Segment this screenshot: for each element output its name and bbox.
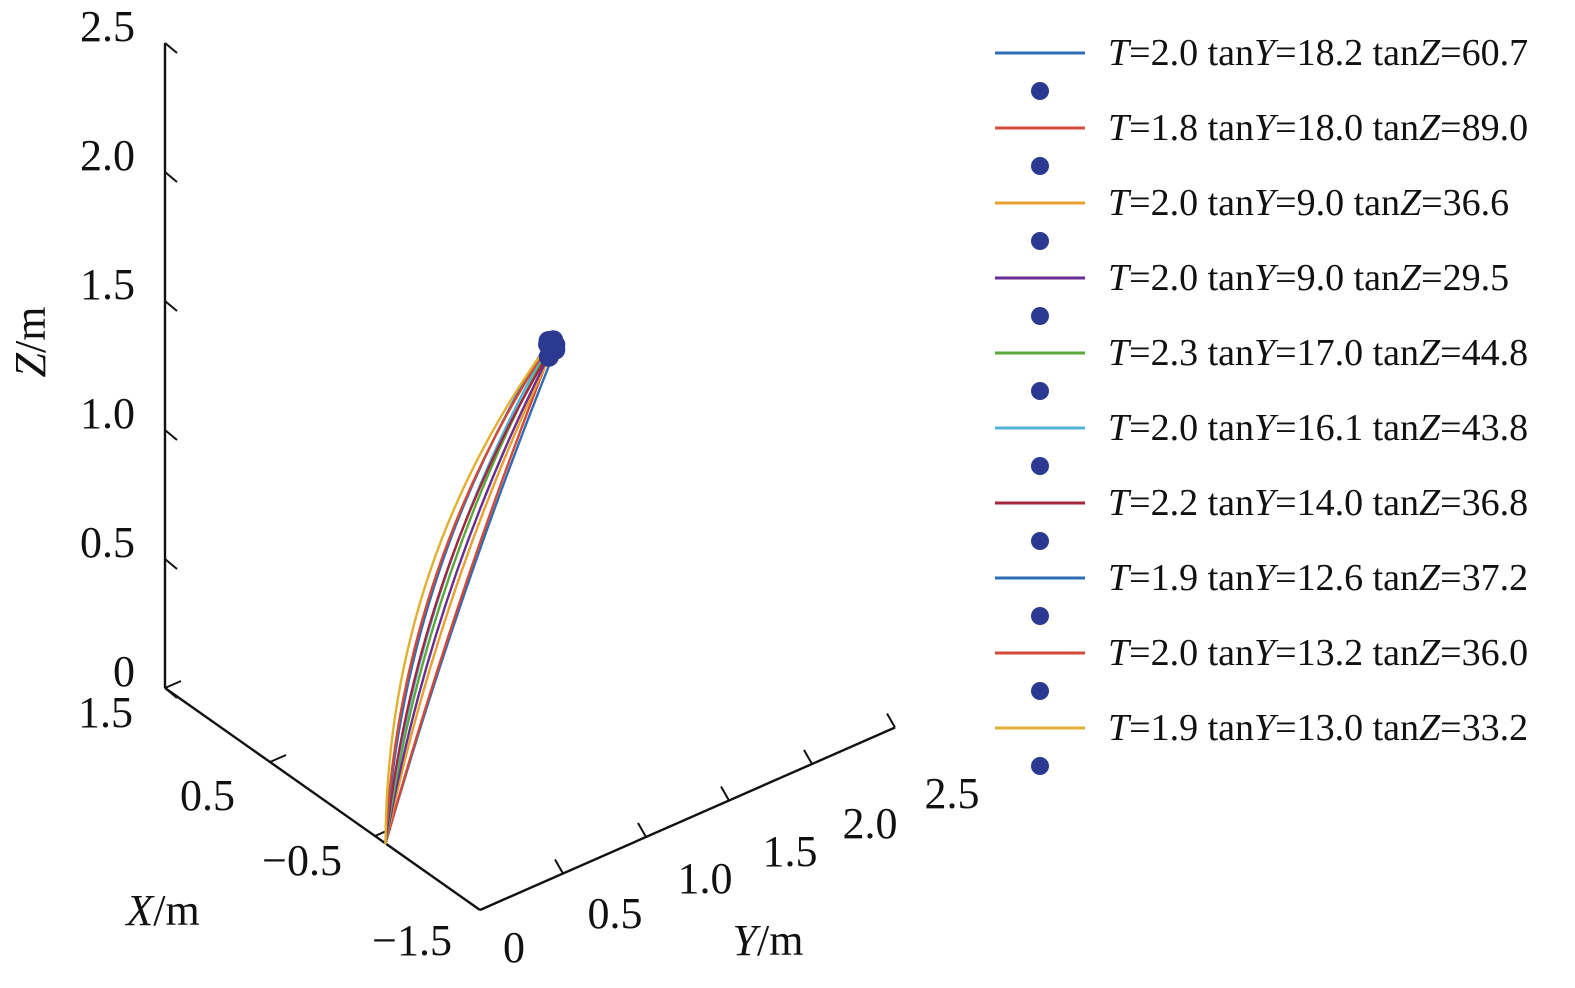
- legend-marker-10: [1031, 757, 1049, 775]
- legend-marker-1: [1031, 82, 1049, 100]
- y-tick-mark: [554, 859, 564, 874]
- endpoints-group: [538, 330, 566, 367]
- legend-label-10: T=1.9 tanY=13.0 tanZ=33.2: [1108, 707, 1528, 749]
- x-tick-label: −1.5: [372, 916, 452, 965]
- z-tick-mark: [164, 300, 178, 312]
- z-tick-label: 2.0: [80, 131, 135, 180]
- z-axis-label: Z/m: [6, 307, 55, 378]
- y-axis-label: Y/m: [733, 916, 804, 965]
- x-tick-label: 1.5: [78, 688, 133, 737]
- y-tick-label: 2.0: [843, 799, 898, 848]
- z-tick-label: 1.5: [80, 260, 135, 309]
- trajectory-line-7: [384, 343, 555, 845]
- legend-label-2: T=1.8 tanY=18.0 tanZ=89.0: [1108, 107, 1528, 149]
- legend-marker-2: [1031, 157, 1049, 175]
- axes-group: 0 0.5 1.0 1.5 2.0 2.5 1.5 0.5 −0.5 −1.5 0 0.5 1.0 1.5…: [6, 2, 980, 972]
- legend-label-1: T=2.0 tanY=18.2 tanZ=60.7: [1108, 32, 1528, 74]
- y-tick-label: 1.5: [763, 827, 818, 876]
- z-tick-mark: [164, 558, 178, 570]
- legend-label-4: T=2.0 tanY=9.0 tanZ=29.5: [1108, 257, 1509, 299]
- trajectory-line-8: [384, 339, 550, 845]
- z-tick-label: 1.0: [80, 389, 135, 438]
- legend-marker-4: [1031, 307, 1049, 325]
- y-axis-line: [479, 726, 896, 912]
- legend-marker-8: [1031, 607, 1049, 625]
- trajectory-endpoint-10: [538, 334, 559, 355]
- z-tick-label: 0: [113, 647, 135, 696]
- y-tick-label: 1.0: [678, 854, 733, 903]
- y-tick-mark: [886, 713, 896, 728]
- trajectory-line-10: [384, 343, 550, 845]
- x-axis-label: X/m: [124, 886, 199, 935]
- x-tick-mark: [164, 680, 182, 689]
- trajectory-line-1: [384, 348, 557, 845]
- legend-marker-5: [1031, 382, 1049, 400]
- legend-label-3: T=2.0 tanY=9.0 tanZ=36.6: [1108, 182, 1509, 224]
- x-tick-label: 0.5: [180, 771, 235, 820]
- legend-marker-3: [1031, 232, 1049, 250]
- x-tick-label: −0.5: [262, 836, 342, 885]
- trajectory-line-9: [384, 343, 550, 845]
- trajectories-group: [384, 339, 557, 845]
- legend-marker-7: [1031, 532, 1049, 550]
- legend-label-8: T=1.9 tanY=12.6 tanZ=37.2: [1108, 557, 1528, 599]
- y-tick-mark: [720, 786, 730, 801]
- y-tick-label: 0: [503, 923, 525, 972]
- z-tick-mark: [164, 429, 178, 441]
- z-tick-label: 2.5: [80, 2, 135, 51]
- legend-label-6: T=2.0 tanY=16.1 tanZ=43.8: [1108, 407, 1528, 449]
- legend-label-7: T=2.2 tanY=14.0 tanZ=36.8: [1108, 482, 1528, 524]
- z-tick-mark: [164, 171, 178, 183]
- y-tick-label: 0.5: [588, 889, 643, 938]
- legend: T=2.0 tanY=18.2 tanZ=60.7 T=1.8 tanY=18.0…: [995, 32, 1528, 775]
- legend-marker-9: [1031, 682, 1049, 700]
- z-tick-label: 0.5: [80, 518, 135, 567]
- y-tick-label: 2.5: [925, 769, 980, 818]
- legend-marker-6: [1031, 457, 1049, 475]
- trajectory-line-3: [384, 343, 557, 845]
- trajectory-line-2: [384, 355, 551, 845]
- legend-label-5: T=2.3 tanY=17.0 tanZ=44.8: [1108, 332, 1528, 374]
- y-tick-mark: [637, 822, 647, 838]
- z-tick-mark: [164, 687, 178, 699]
- x-tick-mark: [269, 754, 287, 763]
- x-tick-mark: [479, 902, 497, 911]
- y-tick-mark: [803, 749, 813, 765]
- legend-label-9: T=2.0 tanY=13.2 tanZ=36.0: [1108, 632, 1528, 674]
- z-tick-mark: [164, 42, 178, 54]
- trajectory-line-4: [384, 343, 556, 845]
- x-axis-line: [164, 687, 481, 911]
